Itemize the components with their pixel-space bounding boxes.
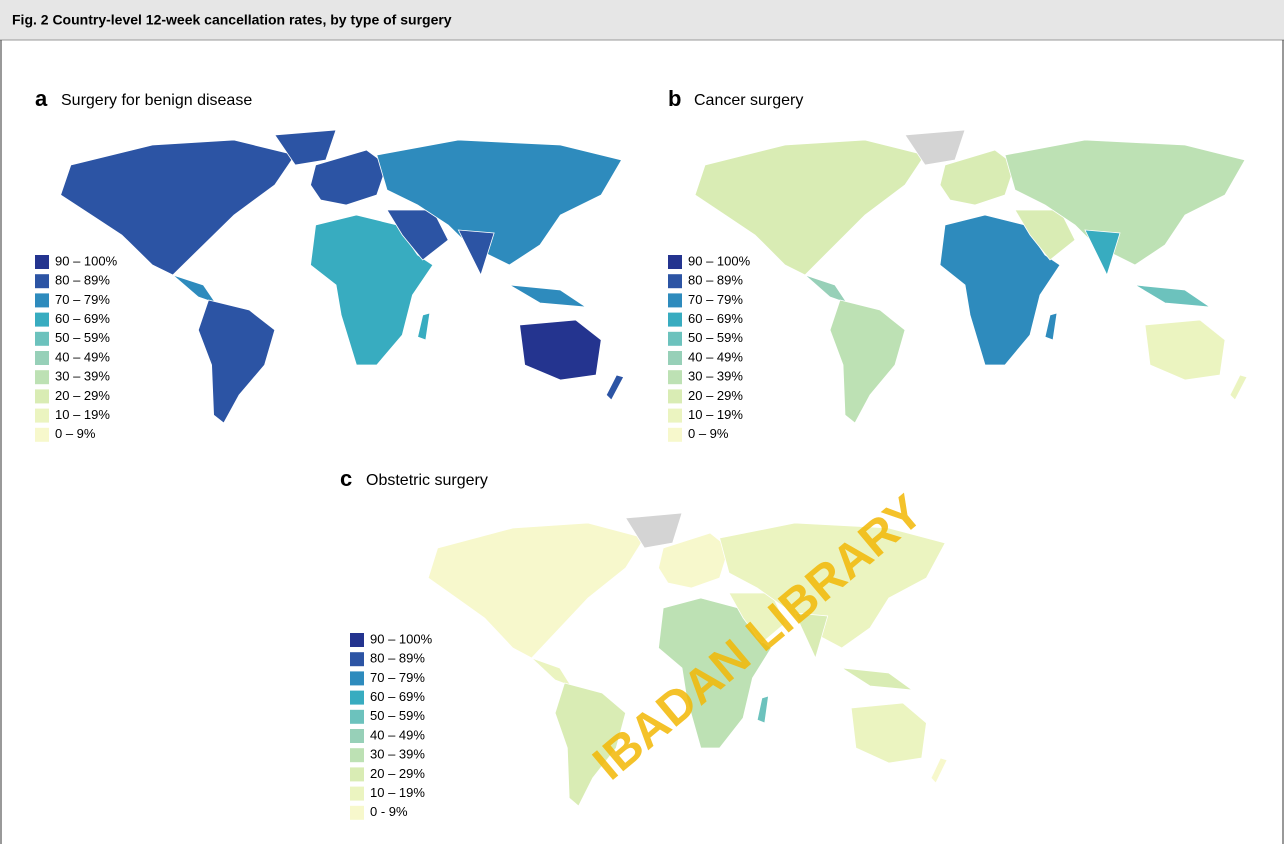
legend-swatch	[668, 409, 682, 423]
legend-label: 60 – 69%	[370, 689, 425, 704]
region	[1045, 313, 1057, 340]
legend-swatch	[350, 806, 364, 820]
legend-label: 70 – 79%	[370, 670, 425, 685]
legend-label: 10 – 19%	[688, 407, 743, 422]
legend-swatch	[350, 633, 364, 647]
legend-swatch	[35, 274, 49, 288]
legend-swatch	[350, 767, 364, 781]
legend-label: 40 – 49%	[688, 349, 743, 364]
legend-label: 20 – 29%	[370, 766, 425, 781]
legend-swatch	[35, 255, 49, 269]
legend-swatch	[668, 370, 682, 384]
legend-label: 90 – 100%	[55, 253, 118, 268]
legend-label: 60 – 69%	[688, 311, 743, 326]
region	[1135, 285, 1210, 307]
region	[830, 300, 905, 423]
world-map	[61, 130, 624, 423]
legend-label: 20 – 29%	[55, 388, 110, 403]
legend-swatch	[668, 313, 682, 327]
region	[418, 313, 430, 340]
legend-swatch	[668, 389, 682, 403]
legend-label: 80 – 89%	[370, 651, 425, 666]
legend-swatch	[35, 389, 49, 403]
legend-swatch	[668, 332, 682, 346]
region	[520, 320, 602, 380]
legend-swatch	[350, 748, 364, 762]
panel-letter: c	[340, 466, 352, 491]
region	[805, 275, 847, 303]
panel-letter: a	[35, 86, 48, 111]
region	[931, 758, 947, 783]
legend-label: 30 – 39%	[55, 369, 110, 384]
figure-title: Fig. 2 Country-level 12-week cancellatio…	[12, 12, 452, 28]
legend-label: 50 – 59%	[370, 708, 425, 723]
legend-swatch	[35, 332, 49, 346]
legend-label: 20 – 29%	[688, 388, 743, 403]
legend-label: 90 – 100%	[370, 631, 433, 646]
legend-label: 0 – 9%	[688, 426, 729, 441]
region	[532, 658, 571, 686]
region	[606, 375, 623, 400]
legend-swatch	[668, 274, 682, 288]
legend-label: 80 – 89%	[688, 273, 743, 288]
legend-swatch	[350, 691, 364, 705]
panel-title: Cancer surgery	[694, 92, 803, 109]
legend-label: 70 – 79%	[688, 292, 743, 307]
legend-swatch	[350, 729, 364, 743]
region	[1145, 320, 1225, 380]
legend-swatch	[35, 428, 49, 442]
world-map	[695, 130, 1247, 423]
legend-swatch	[350, 652, 364, 666]
region	[198, 300, 274, 423]
page: Fig. 2 Country-level 12-week cancellatio…	[0, 0, 1284, 844]
legend-swatch	[668, 255, 682, 269]
legend-swatch	[35, 313, 49, 327]
region	[1230, 375, 1247, 400]
legend-label: 60 – 69%	[55, 311, 110, 326]
panel-letter: b	[668, 86, 681, 111]
panel-title: Surgery for benign disease	[61, 92, 252, 109]
legend-label: 10 – 19%	[370, 785, 425, 800]
legend-label: 50 – 59%	[55, 330, 110, 345]
legend-label: 90 – 100%	[688, 253, 751, 268]
legend-swatch	[668, 351, 682, 365]
legend-swatch	[35, 409, 49, 423]
region	[173, 275, 216, 303]
region	[842, 668, 913, 690]
legend-label: 30 – 39%	[370, 747, 425, 762]
legend-swatch	[668, 293, 682, 307]
figure: Fig. 2 Country-level 12-week cancellatio…	[0, 0, 1284, 844]
legend-swatch	[35, 293, 49, 307]
legend-swatch	[35, 351, 49, 365]
region	[757, 696, 768, 723]
legend-swatch	[668, 428, 682, 442]
legend-swatch	[35, 370, 49, 384]
legend-label: 0 - 9%	[370, 804, 408, 819]
legend-swatch	[350, 671, 364, 685]
legend-label: 40 – 49%	[55, 349, 110, 364]
legend-label: 30 – 39%	[688, 369, 743, 384]
legend-label: 0 – 9%	[55, 426, 96, 441]
panel-title: Obstetric surgery	[366, 472, 488, 489]
legend-swatch	[350, 710, 364, 724]
legend-label: 80 – 89%	[55, 273, 110, 288]
legend-label: 10 – 19%	[55, 407, 110, 422]
legend-swatch	[350, 787, 364, 801]
legend-label: 70 – 79%	[55, 292, 110, 307]
region	[509, 285, 585, 307]
legend-label: 50 – 59%	[688, 330, 743, 345]
legend-label: 40 – 49%	[370, 727, 425, 742]
region	[851, 703, 926, 763]
region	[428, 523, 644, 658]
